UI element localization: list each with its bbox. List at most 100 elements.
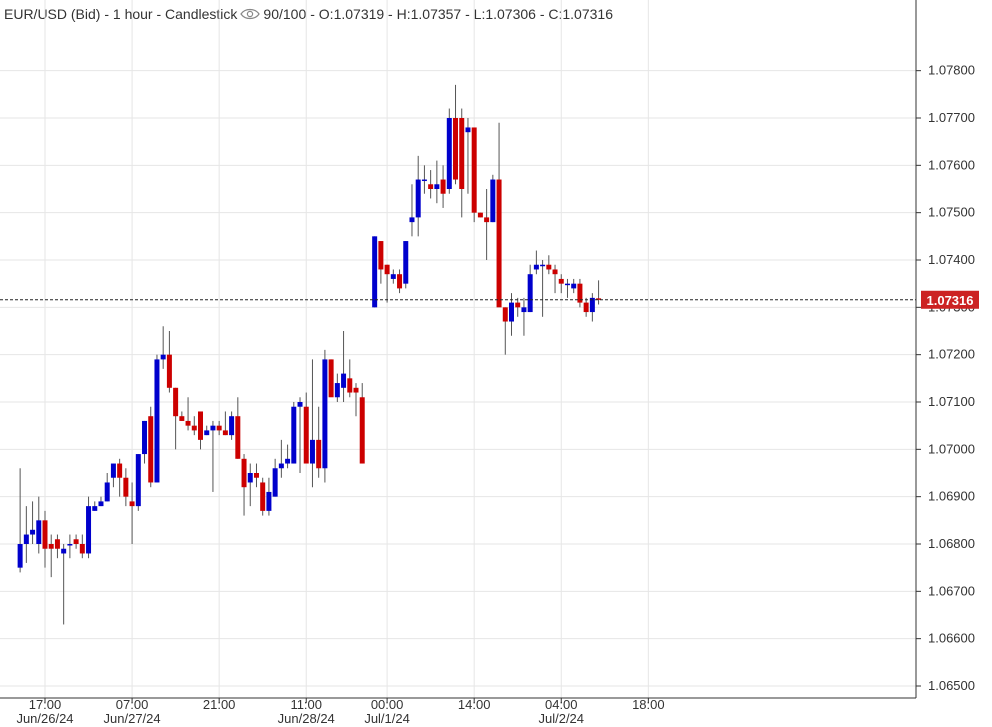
candle-body (446, 118, 452, 189)
candle-body (179, 416, 185, 421)
date-tick-label: Jul/1/24 (364, 711, 410, 726)
candle-body (546, 264, 552, 270)
date-tick-label: Jun/28/24 (278, 711, 335, 726)
candle-body (328, 359, 334, 398)
last-price-label: 1.07316 (927, 293, 974, 308)
last-price-badge: 1.07316 (921, 290, 979, 309)
candle-body (154, 359, 160, 483)
candle-body (185, 420, 191, 426)
candle-up (98, 496, 104, 507)
candle-body (552, 269, 558, 275)
candle-up (527, 264, 533, 313)
candle-body (384, 264, 390, 275)
candle-down (484, 189, 490, 260)
candle-body (30, 529, 36, 535)
candle-down (428, 170, 434, 199)
candle-up (272, 458, 278, 497)
candle-up (409, 184, 415, 237)
candle-body (589, 297, 595, 313)
candle-body (378, 241, 384, 270)
last-price-badge-bg (921, 290, 979, 309)
date-tick-label: Jul/2/24 (538, 711, 584, 726)
time-tick-label: 04:00 (545, 697, 578, 712)
chart-grid (0, 0, 916, 698)
candle-up (372, 236, 378, 308)
candle-body (415, 179, 421, 218)
candle-body (359, 397, 365, 464)
candle-down (253, 463, 259, 488)
candle-down (79, 534, 85, 559)
candle-body (471, 127, 477, 213)
candle-down (117, 458, 123, 497)
candle-body (79, 544, 85, 554)
candle-body (571, 283, 577, 289)
price-tick-label: 1.06600 (928, 631, 975, 646)
price-tick-label: 1.07500 (928, 205, 975, 220)
candle-down (596, 280, 602, 305)
candle-body (421, 179, 427, 182)
time-tick-label: 11:00 (290, 697, 322, 712)
candle-body (110, 463, 116, 478)
candle-up (589, 293, 595, 322)
price-tick-label: 1.07600 (928, 157, 975, 172)
candle-up (285, 444, 291, 469)
candle-body (191, 425, 197, 431)
candle-body (73, 539, 79, 544)
candle-down (384, 264, 390, 303)
price-tick-label: 1.07700 (928, 110, 975, 125)
candle-up (92, 501, 98, 511)
candle-body (241, 458, 247, 488)
candle-body (42, 520, 48, 549)
candle-body (166, 354, 172, 388)
candle-up (36, 496, 42, 554)
price-tick-label: 1.06800 (928, 536, 975, 551)
candle-up (415, 155, 421, 237)
candle-body (253, 473, 259, 478)
candle-up (210, 420, 216, 492)
eye-icon[interactable] (240, 7, 261, 21)
candle-up (465, 118, 471, 194)
candle-body (577, 283, 583, 303)
chart-header: EUR/USD (Bid) - 1 hour - Candlestick 90/… (4, 6, 613, 22)
candle-down (515, 297, 521, 317)
candle-up (17, 468, 23, 573)
candle-down (583, 297, 589, 317)
candle-down (191, 416, 197, 436)
price-tick-label: 1.07100 (928, 394, 975, 409)
candle-down (129, 482, 135, 544)
candle-body (61, 548, 67, 554)
candle-up (490, 174, 496, 223)
price-tick-label: 1.06500 (928, 678, 975, 693)
candles-layer (17, 84, 602, 625)
candle-body (303, 406, 309, 464)
candle-body (129, 501, 135, 507)
candle-body (540, 264, 546, 267)
candle-up (403, 241, 409, 289)
chart-symbol-title: EUR/USD (Bid) - 1 hour - Candlestick (4, 6, 238, 22)
candle-up (23, 506, 29, 563)
candle-body (521, 307, 527, 313)
candle-up (571, 278, 577, 294)
candle-body (372, 236, 378, 308)
candle-body (341, 373, 347, 388)
candle-down (496, 122, 502, 308)
candle-up (434, 160, 440, 204)
candle-up (86, 496, 92, 559)
time-tick-label: 18:00 (632, 697, 665, 712)
candle-body (247, 473, 253, 483)
price-tick-label: 1.07000 (928, 441, 975, 456)
candle-body (235, 416, 241, 459)
candle-down (378, 241, 384, 284)
candle-down (471, 127, 477, 223)
candle-body (309, 439, 315, 464)
candle-up (446, 108, 452, 194)
chart-resolution: 90/100 (263, 6, 307, 22)
candle-up (160, 326, 166, 369)
candle-down (558, 274, 564, 294)
candle-down (198, 411, 203, 450)
candle-down (353, 383, 359, 417)
candle-down (54, 534, 60, 559)
candle-up (30, 501, 36, 544)
